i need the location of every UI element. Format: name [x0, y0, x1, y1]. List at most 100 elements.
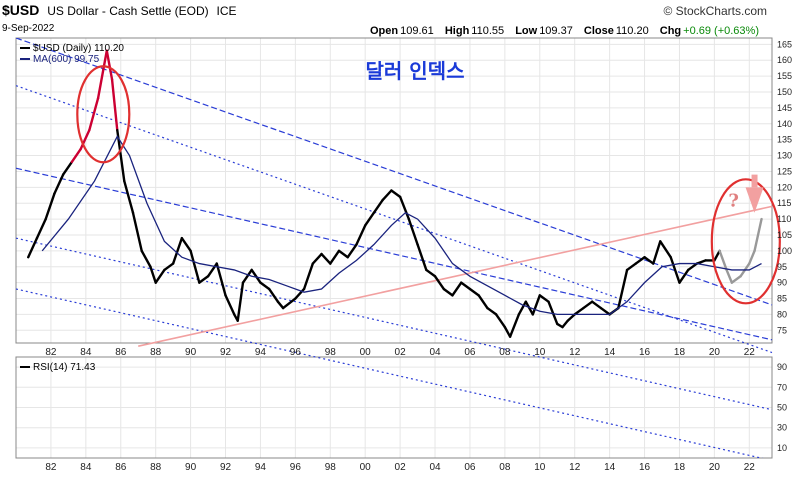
chart-header: $USD US Dollar - Cash Settle (EOD) ICE 9… — [0, 0, 811, 37]
price-line-segment — [390, 189, 402, 199]
rsi-x-tick-label: 86 — [115, 462, 127, 473]
price-line-segment — [337, 249, 349, 259]
x-tick-label: 82 — [45, 347, 57, 358]
y-tick-label: 135 — [777, 135, 792, 145]
rsi-y-tick-label: 50 — [777, 403, 787, 413]
rsi-x-tick-label: 14 — [604, 462, 616, 473]
x-tick-label: 84 — [80, 347, 92, 358]
rsi-x-tick-label: 12 — [569, 462, 581, 473]
symbol: $USD — [2, 2, 40, 18]
price-line-segment — [198, 275, 210, 284]
y-tick-label: 100 — [777, 246, 792, 256]
price-line-segment — [329, 249, 341, 265]
open-value: 109.61 — [400, 25, 434, 37]
price-line-segment — [224, 294, 236, 316]
close-label: Close — [583, 25, 614, 37]
legend-ma: MA(600) 99.75 — [33, 54, 100, 65]
rsi-x-tick-label: 00 — [360, 462, 372, 473]
price-line-segment — [163, 262, 175, 272]
price-line-segment — [538, 294, 550, 303]
price-line-segment — [346, 243, 358, 259]
price-line-segment — [753, 217, 763, 253]
ma-600-line — [41, 135, 762, 316]
symbol-title: $USD US Dollar - Cash Settle (EOD) ICE — [2, 2, 237, 18]
x-tick-label: 92 — [220, 347, 232, 358]
rsi-x-tick-label: 02 — [395, 462, 407, 473]
x-tick-label: 86 — [115, 347, 127, 358]
price-line-segment — [713, 249, 721, 262]
price-line-segment — [206, 262, 218, 278]
y-tick-label: 105 — [777, 230, 792, 240]
price-line-segment — [381, 189, 393, 202]
price-line-segment — [503, 325, 512, 338]
rsi-x-tick-label: 84 — [80, 462, 92, 473]
y-tick-label: 115 — [777, 198, 791, 208]
channel-line — [16, 38, 773, 306]
price-line-segment — [180, 236, 192, 253]
price-line-segment — [105, 49, 114, 81]
rsi-x-tick-label: 22 — [744, 462, 756, 473]
y-tick-label: 150 — [777, 87, 792, 97]
rsi-x-tick-label: 04 — [429, 462, 441, 473]
x-tick-label: 12 — [569, 347, 581, 358]
y-tick-label: 155 — [777, 71, 792, 81]
legend-price: $USD (Daily) 110.20 — [33, 43, 124, 54]
price-line-segment — [695, 259, 707, 265]
open-label: Open — [370, 25, 399, 37]
price-line-segment — [718, 249, 728, 272]
price-line-segment — [96, 68, 105, 100]
main-panel-frame — [15, 37, 773, 344]
rsi-x-tick-label: 06 — [464, 462, 476, 473]
price-line-segment — [27, 236, 39, 259]
channel-line — [16, 237, 773, 411]
y-tick-label: 75 — [777, 325, 787, 335]
price-line-segment — [460, 281, 472, 291]
exchange: ICE — [216, 4, 237, 18]
rsi-y-tick-label: 30 — [777, 423, 787, 433]
price-line-segment — [171, 236, 184, 265]
rsi-x-tick-label: 18 — [674, 462, 686, 473]
y-tick-label: 145 — [777, 103, 792, 113]
x-tick-label: 94 — [255, 347, 267, 358]
price-line-segment — [259, 281, 271, 291]
y-tick-label: 95 — [777, 262, 787, 272]
price-line-segment — [625, 262, 638, 272]
rsi-x-tick-label: 90 — [185, 462, 197, 473]
price-line-segment — [508, 313, 521, 338]
price-line-segment — [88, 97, 100, 132]
price-line-segment — [669, 256, 681, 284]
rsi-x-tick-label: 88 — [150, 462, 162, 473]
rsi-x-tick-label: 92 — [220, 462, 232, 473]
y-tick-label: 165 — [777, 39, 792, 49]
rsi-x-tick-label: 16 — [639, 462, 651, 473]
rsi-x-tick-label: 08 — [499, 462, 511, 473]
x-tick-label: 00 — [360, 347, 372, 358]
price-line-segment — [267, 287, 280, 303]
x-tick-label: 22 — [744, 347, 756, 358]
price-line-segment — [294, 287, 306, 300]
price-line-segment — [486, 306, 498, 316]
x-tick-label: 18 — [674, 347, 686, 358]
price-line-segment — [643, 256, 655, 265]
price-line-segment — [35, 217, 47, 240]
channel-line — [16, 288, 764, 458]
price-line-segment — [531, 294, 541, 316]
legend-rsi: RSI(14) 71.43 — [33, 362, 96, 373]
high-label: High — [444, 25, 470, 37]
price-line-segment — [79, 128, 91, 151]
price-line-segment — [110, 78, 119, 132]
question-mark: ? — [728, 190, 739, 211]
price-line-segment — [477, 294, 489, 310]
price-line-segment — [61, 160, 74, 176]
y-tick-label: 80 — [777, 309, 787, 319]
x-tick-label: 20 — [709, 347, 721, 358]
x-tick-label: 02 — [395, 347, 407, 358]
price-line-segment — [250, 268, 262, 284]
y-tick-label: 90 — [777, 278, 787, 288]
x-tick-label: 16 — [639, 347, 651, 358]
price-line-segment — [276, 300, 285, 310]
rsi-x-tick-label: 82 — [45, 462, 57, 473]
price-line-segment — [451, 281, 463, 297]
rsi-x-tick-label: 98 — [325, 462, 337, 473]
